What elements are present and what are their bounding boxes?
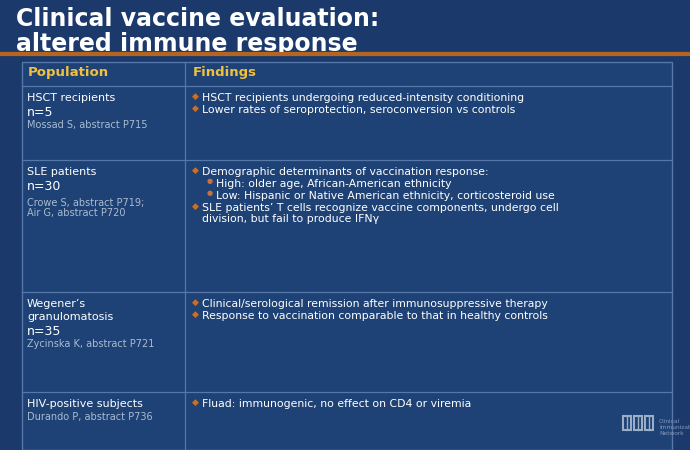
Text: Lower rates of seroprotection, seroconversion vs controls: Lower rates of seroprotection, seroconve… [202, 105, 515, 115]
Text: HSCT recipients undergoing reduced-intensity conditioning: HSCT recipients undergoing reduced-inten… [202, 93, 524, 103]
Text: HSCT recipients: HSCT recipients [27, 93, 115, 103]
Text: ◆: ◆ [192, 104, 199, 113]
Text: High: older age, African-American ethnicity: High: older age, African-American ethnic… [216, 179, 451, 189]
Text: ●: ● [207, 178, 213, 184]
Text: Air G, abstract P720: Air G, abstract P720 [27, 208, 126, 218]
Text: division, but fail to produce IFNγ: division, but fail to produce IFNγ [202, 214, 379, 224]
Text: Clinical
Immunization
Network: Clinical Immunization Network [659, 419, 690, 436]
Text: ◆: ◆ [192, 92, 199, 101]
Text: n=30: n=30 [27, 180, 61, 193]
Text: ◆: ◆ [192, 202, 199, 211]
Text: Zycinska K, abstract P721: Zycinska K, abstract P721 [27, 339, 155, 349]
Bar [22, 62, 672, 450]
Text: Mossad S, abstract P715: Mossad S, abstract P715 [27, 120, 148, 130]
Text: n=5: n=5 [27, 106, 54, 119]
Text: ◆: ◆ [192, 166, 199, 175]
Text: SLE patients’ T cells recognize vaccine components, undergo cell: SLE patients’ T cells recognize vaccine … [202, 203, 559, 213]
Text: HIV-positive subjects: HIV-positive subjects [27, 399, 143, 409]
Text: altered immune response: altered immune response [16, 32, 357, 56]
Text: ●: ● [207, 190, 213, 196]
Text: Durando P, abstract P736: Durando P, abstract P736 [27, 412, 152, 422]
Text: Demographic determinants of vaccination response:: Demographic determinants of vaccination … [202, 167, 489, 177]
Text: Findings: Findings [193, 66, 257, 79]
Text: Wegener’s: Wegener’s [27, 299, 86, 309]
Text: Clinical vaccine evaluation:: Clinical vaccine evaluation: [16, 7, 380, 31]
Text: Population: Population [28, 66, 109, 79]
Text: ◆: ◆ [192, 298, 199, 307]
Text: Clinical/serological remission after immunosuppressive therapy: Clinical/serological remission after imm… [202, 299, 548, 309]
Text: Response to vaccination comparable to that in healthy controls: Response to vaccination comparable to th… [202, 311, 548, 321]
Text: SLE patients: SLE patients [27, 167, 97, 177]
Text: ◆: ◆ [192, 398, 199, 407]
Text: Low: Hispanic or Native American ethnicity, corticosteroid use: Low: Hispanic or Native American ethnici… [216, 191, 555, 201]
Text: granulomatosis: granulomatosis [27, 312, 113, 322]
Bar [645, 416, 653, 430]
Text: ◆: ◆ [192, 310, 199, 319]
Text: n=35: n=35 [27, 325, 61, 338]
Text: Crowe S, abstract P719;: Crowe S, abstract P719; [27, 198, 144, 208]
Bar [634, 416, 642, 430]
Bar [623, 416, 631, 430]
Text: Fluad: immunogenic, no effect on CD4 or viremia: Fluad: immunogenic, no effect on CD4 or … [202, 399, 471, 409]
Bar [22, 62, 672, 450]
